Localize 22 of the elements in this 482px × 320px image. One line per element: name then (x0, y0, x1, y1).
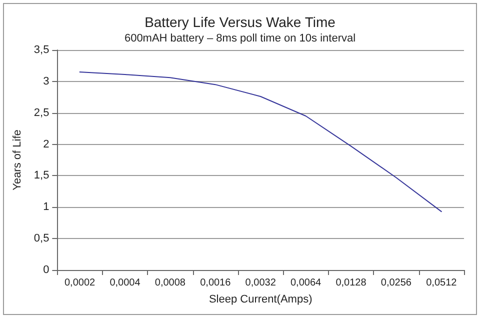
y-tick-label: 1,5 (34, 170, 50, 182)
x-tick-label: 0,0008 (154, 278, 186, 288)
y-tick-label: 0 (43, 264, 50, 276)
y-tick-label: 2 (43, 138, 50, 150)
chart-subtitle: 600mAH battery – 8ms poll time on 10s interval (124, 32, 356, 44)
x-tick-label: 0,0032 (245, 278, 276, 288)
x-tick-label: 0,0016 (200, 278, 232, 288)
y-tick-label: 1 (43, 201, 50, 214)
y-tick-label: 0,5 (34, 232, 50, 245)
x-tick-label: 0,0004 (110, 278, 141, 288)
x-tick-label: 0,0256 (380, 278, 412, 288)
y-tick-label: 3 (43, 75, 50, 88)
x-tick-label: 0,0512 (426, 278, 458, 288)
y-axis-title: Years of Life (12, 130, 24, 190)
x-tick-label: 0,0064 (290, 278, 322, 288)
line-series (79, 72, 442, 212)
x-tick-label: 0,0128 (336, 278, 367, 288)
x-tick-label: 0,0002 (64, 278, 96, 288)
chart-title: Battery Life Versus Wake Time (144, 14, 336, 30)
y-tick-label: 2,5 (34, 106, 50, 119)
x-axis-title: Sleep Current(Amps) (208, 294, 312, 306)
y-tick-label: 3,5 (34, 44, 50, 56)
